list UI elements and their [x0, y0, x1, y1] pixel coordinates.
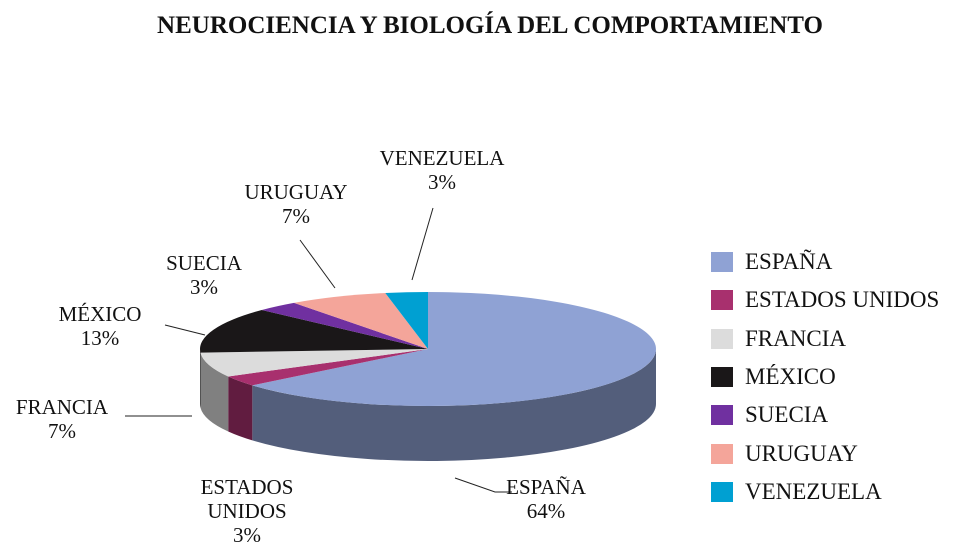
data-label-name: ESPAÑA — [506, 475, 586, 499]
data-label-value: 7% — [281, 204, 310, 228]
data-label: SUECIA 3% — [166, 251, 242, 299]
slice-side — [228, 376, 253, 441]
leader-line — [411, 207, 434, 281]
slice — [200, 349, 428, 377]
legend-label: ESPAÑA — [745, 249, 833, 274]
legend-item: VENEZUELA — [711, 479, 882, 505]
slice — [199, 309, 428, 353]
slice — [252, 292, 656, 406]
legend-label: ESTADOS UNIDOS — [745, 287, 940, 313]
leader-line — [454, 477, 512, 493]
data-label-value: 3% — [233, 523, 261, 543]
slice — [261, 302, 428, 349]
legend-label: MÉXICO — [745, 363, 836, 389]
data-label: VENEZUELA 3% — [380, 146, 505, 194]
data-label: URUGUAY 7% — [244, 180, 347, 228]
legend-item: URUGUAY — [711, 441, 858, 467]
legend-label: VENEZUELA — [745, 478, 882, 504]
slice-side — [200, 352, 229, 432]
data-label-name: FRANCIA — [15, 395, 109, 419]
data-label-value: 3% — [428, 170, 456, 194]
data-label: ESPAÑA 64% — [506, 475, 586, 523]
data-label: FRANCIA 7% — [16, 395, 108, 443]
legend-swatch — [711, 443, 733, 464]
legend-swatch — [711, 366, 733, 387]
legend-label: SUECIA — [745, 402, 829, 428]
data-label-value: 13% — [80, 326, 120, 350]
legend-label: URUGUAY — [745, 440, 858, 466]
legend-swatch — [711, 328, 733, 349]
data-label-value: 7% — [48, 419, 76, 443]
leader-line — [164, 324, 206, 336]
data-label-name: URUGUAY — [244, 180, 348, 204]
legend-swatch — [711, 252, 733, 272]
slice — [228, 349, 428, 386]
legend-swatch — [711, 290, 733, 311]
legend-swatch — [711, 405, 733, 426]
data-label-name: ESTADOS UNIDOS — [200, 475, 294, 523]
data-label-name: MÉXICO — [58, 302, 142, 326]
legend-item: FRANCIA — [711, 326, 846, 352]
data-label-value: 64% — [526, 499, 566, 523]
legend-item: MÉXICO — [711, 364, 836, 390]
legend-swatch — [711, 481, 733, 502]
data-label-value: 3% — [190, 275, 218, 299]
data-label-name: VENEZUELA — [379, 146, 505, 170]
data-label-name: SUECIA — [166, 251, 242, 275]
leader-line — [299, 239, 336, 289]
slice — [385, 292, 428, 349]
slice-side — [252, 349, 656, 461]
legend-item: ESPAÑA — [711, 249, 832, 275]
data-label: MÉXICO 13% — [59, 302, 142, 350]
legend-item: SUECIA — [711, 402, 828, 428]
chart-title: NEUROCIENCIA Y BIOLOGÍA DEL COMPORTAMIEN… — [157, 12, 823, 39]
legend-label: FRANCIA — [745, 325, 846, 351]
legend-item: ESTADOS UNIDOS — [711, 287, 939, 313]
data-label: ESTADOS UNIDOS 3% — [192, 475, 302, 543]
slice — [293, 293, 428, 349]
